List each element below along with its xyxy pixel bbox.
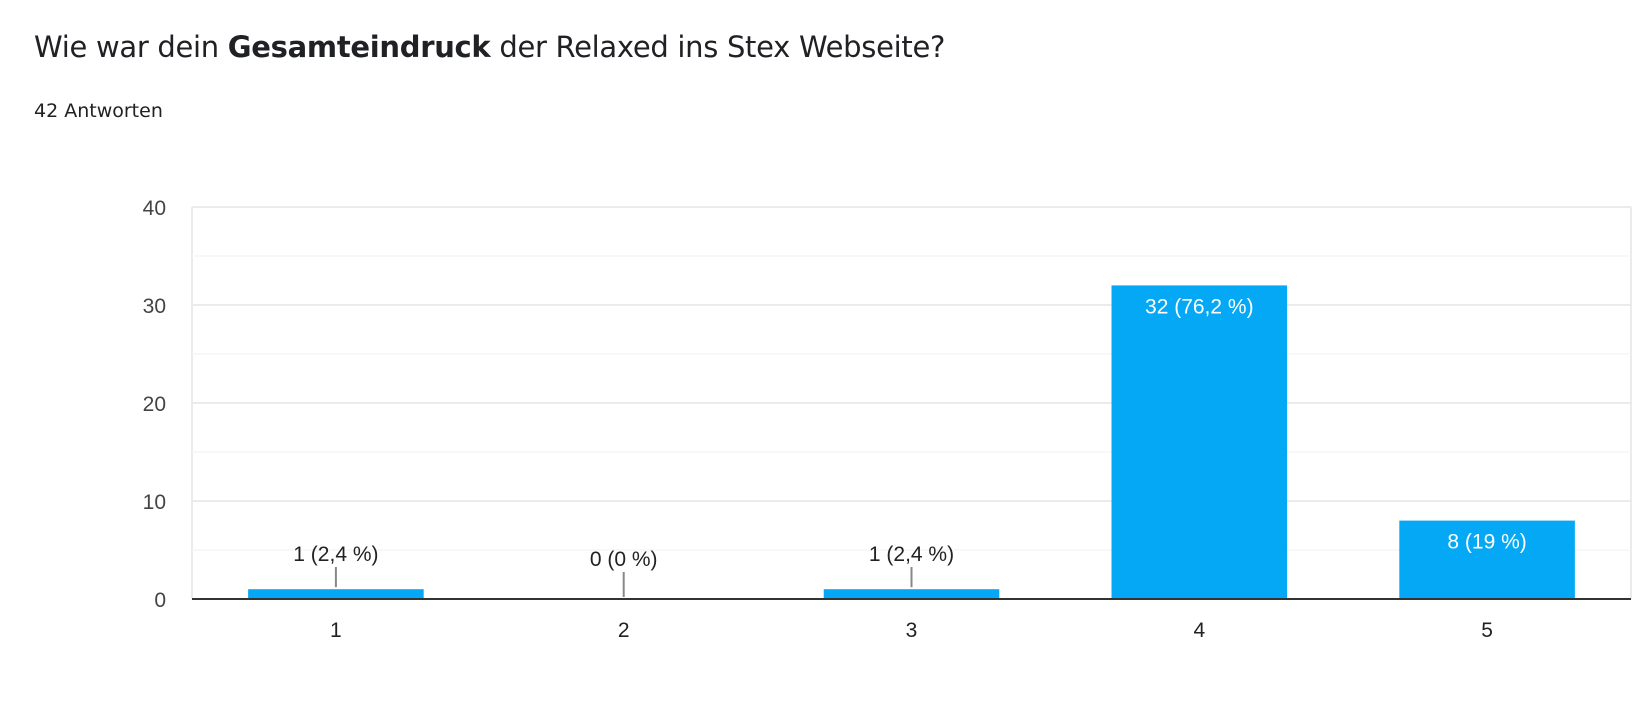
data-label: 0 (0 %) (590, 548, 658, 571)
data-label: 1 (2,4 %) (869, 543, 954, 566)
data-label: 32 (76,2 %) (1145, 295, 1254, 318)
bar-3 (823, 589, 1000, 599)
bar-5 (1399, 520, 1575, 599)
x-tick-label: 5 (1481, 619, 1493, 642)
y-tick-label: 40 (143, 197, 166, 220)
x-tick-label: 4 (1193, 619, 1205, 642)
question-title: Wie war dein Gesamteindruck der Relaxed … (34, 30, 945, 64)
title-bold-text: Gesamteindruck (227, 30, 491, 64)
y-tick-label: 20 (143, 393, 166, 416)
y-tick-label: 30 (143, 295, 166, 318)
title-text: Wie war dein (34, 30, 228, 64)
x-tick-label: 1 (330, 619, 342, 642)
data-label: 1 (2,4 %) (293, 543, 378, 566)
x-tick-label: 2 (618, 619, 630, 642)
data-label: 8 (19 %) (1447, 531, 1526, 554)
y-tick-label: 0 (154, 589, 166, 612)
x-tick-label: 3 (906, 619, 918, 642)
y-tick-label: 10 (143, 491, 166, 514)
bar-4 (1111, 285, 1288, 599)
response-count: 42 Antworten (34, 100, 163, 122)
bar-1 (248, 589, 424, 599)
title-text-end: der Relaxed ins Stex Webseite? (490, 30, 946, 64)
